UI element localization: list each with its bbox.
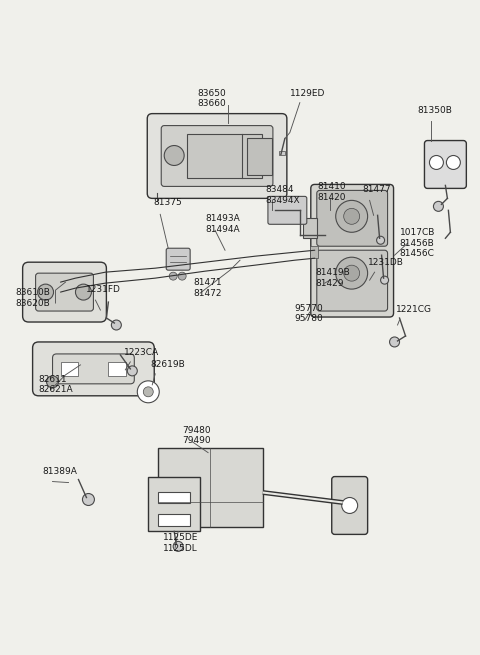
Bar xyxy=(60,362,78,376)
Bar xyxy=(158,447,263,527)
Bar xyxy=(187,134,262,178)
Circle shape xyxy=(164,145,184,166)
Bar xyxy=(158,491,190,504)
Text: 81410
81420: 81410 81420 xyxy=(318,183,347,202)
Circle shape xyxy=(390,337,399,347)
Circle shape xyxy=(430,155,444,170)
Text: 81471
81472: 81471 81472 xyxy=(193,278,222,297)
Text: 1231DB: 1231DB xyxy=(368,258,404,267)
FancyBboxPatch shape xyxy=(332,477,368,534)
FancyBboxPatch shape xyxy=(166,248,190,270)
Circle shape xyxy=(377,236,384,244)
FancyBboxPatch shape xyxy=(317,250,387,311)
Bar xyxy=(158,514,190,527)
Bar xyxy=(148,477,200,531)
Circle shape xyxy=(178,272,186,280)
Text: 82619B: 82619B xyxy=(150,360,185,369)
Text: 1125DE
1125DL: 1125DE 1125DL xyxy=(163,533,199,553)
Text: 81389A: 81389A xyxy=(43,466,77,476)
FancyBboxPatch shape xyxy=(424,141,467,189)
Text: 79480
79490: 79480 79490 xyxy=(182,426,211,445)
Circle shape xyxy=(381,276,389,284)
Text: 1223CA: 1223CA xyxy=(124,348,159,357)
Bar xyxy=(279,151,285,155)
Bar xyxy=(247,138,272,176)
Circle shape xyxy=(127,366,137,376)
Circle shape xyxy=(111,320,121,330)
FancyBboxPatch shape xyxy=(161,126,273,187)
FancyBboxPatch shape xyxy=(52,354,134,384)
Circle shape xyxy=(47,376,59,388)
Text: 1221CG: 1221CG xyxy=(396,305,432,314)
Text: 81375: 81375 xyxy=(153,198,182,208)
Circle shape xyxy=(433,201,444,212)
Text: 1231FD: 1231FD xyxy=(86,285,121,294)
Circle shape xyxy=(169,272,177,280)
Text: 81350B: 81350B xyxy=(418,105,452,115)
Text: 81493A
81494A: 81493A 81494A xyxy=(205,214,240,234)
Circle shape xyxy=(83,493,95,506)
Circle shape xyxy=(144,387,153,397)
FancyBboxPatch shape xyxy=(33,342,154,396)
Text: 83650
83660: 83650 83660 xyxy=(198,88,227,108)
FancyBboxPatch shape xyxy=(268,196,307,224)
Circle shape xyxy=(37,284,54,300)
Bar xyxy=(303,218,317,238)
Circle shape xyxy=(446,155,460,170)
FancyBboxPatch shape xyxy=(317,191,387,246)
Circle shape xyxy=(137,381,159,403)
Circle shape xyxy=(336,257,368,289)
Text: 83484
83494X: 83484 83494X xyxy=(265,185,300,205)
Bar xyxy=(108,362,126,376)
FancyBboxPatch shape xyxy=(311,185,394,317)
Text: 82611
82621A: 82611 82621A xyxy=(38,375,73,394)
Bar xyxy=(310,246,318,258)
FancyBboxPatch shape xyxy=(147,113,287,198)
FancyBboxPatch shape xyxy=(36,273,94,311)
Text: 81419B
81429: 81419B 81429 xyxy=(316,268,350,288)
FancyBboxPatch shape xyxy=(23,262,107,322)
Circle shape xyxy=(342,498,358,514)
Circle shape xyxy=(58,287,68,297)
Circle shape xyxy=(58,278,68,288)
Circle shape xyxy=(336,200,368,233)
Circle shape xyxy=(173,542,183,552)
Circle shape xyxy=(344,265,360,281)
Circle shape xyxy=(75,284,91,300)
Circle shape xyxy=(344,208,360,224)
Text: 95770
95780: 95770 95780 xyxy=(295,304,324,324)
Text: 1129ED: 1129ED xyxy=(290,88,325,98)
Text: 81477: 81477 xyxy=(363,185,391,195)
Text: 83610B
83620B: 83610B 83620B xyxy=(16,288,50,307)
Text: 1017CB
81456B
81456C: 1017CB 81456B 81456C xyxy=(399,229,435,258)
